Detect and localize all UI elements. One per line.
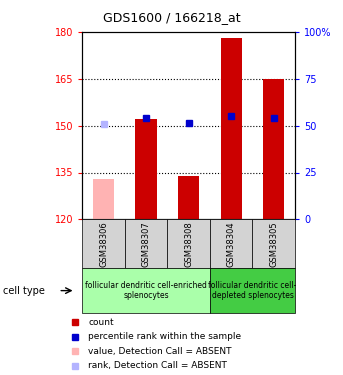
Text: percentile rank within the sample: percentile rank within the sample xyxy=(88,332,241,341)
Bar xyxy=(210,219,252,268)
Bar xyxy=(252,219,295,268)
Text: rank, Detection Call = ABSENT: rank, Detection Call = ABSENT xyxy=(88,362,227,370)
Bar xyxy=(82,219,125,268)
Text: value, Detection Call = ABSENT: value, Detection Call = ABSENT xyxy=(88,347,232,356)
Text: GDS1600 / 166218_at: GDS1600 / 166218_at xyxy=(103,11,240,24)
Bar xyxy=(263,79,284,219)
Text: GSM38305: GSM38305 xyxy=(269,221,278,267)
Text: follicular dendritic cell-
depleted splenocytes: follicular dendritic cell- depleted sple… xyxy=(208,281,297,300)
Text: GSM38308: GSM38308 xyxy=(184,221,193,267)
Bar xyxy=(82,268,210,313)
Text: cell type: cell type xyxy=(3,286,45,296)
Bar xyxy=(93,179,114,219)
Text: GSM38307: GSM38307 xyxy=(142,221,151,267)
Text: follicular dendritic cell-enriched
splenocytes: follicular dendritic cell-enriched splen… xyxy=(85,281,207,300)
Bar xyxy=(210,268,295,313)
Text: GSM38304: GSM38304 xyxy=(227,221,236,267)
Bar xyxy=(125,219,167,268)
Bar xyxy=(221,38,242,219)
Bar xyxy=(167,219,210,268)
Text: count: count xyxy=(88,318,114,327)
Bar xyxy=(178,176,199,219)
Text: GSM38306: GSM38306 xyxy=(99,221,108,267)
Bar xyxy=(135,119,157,219)
